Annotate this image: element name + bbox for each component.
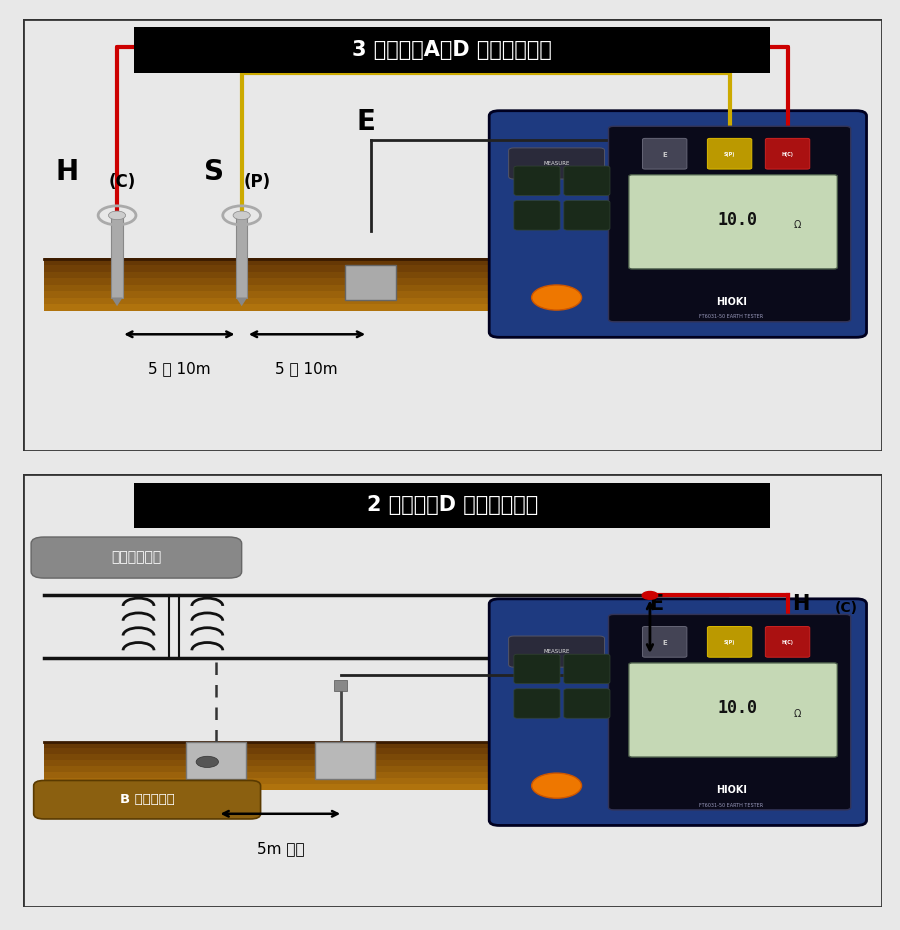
Polygon shape	[112, 298, 122, 306]
Bar	[185, 742, 246, 779]
FancyBboxPatch shape	[629, 663, 837, 757]
FancyBboxPatch shape	[765, 627, 810, 658]
FancyBboxPatch shape	[643, 139, 687, 169]
FancyBboxPatch shape	[707, 627, 751, 658]
FancyBboxPatch shape	[707, 139, 751, 169]
Text: S(P): S(P)	[724, 641, 735, 645]
FancyBboxPatch shape	[490, 111, 867, 338]
Bar	[44, 760, 581, 766]
Text: E: E	[662, 640, 667, 646]
Text: 5m 以上: 5m 以上	[256, 841, 304, 856]
Text: (C): (C)	[835, 602, 858, 616]
Bar	[134, 27, 770, 73]
FancyBboxPatch shape	[514, 201, 560, 230]
Text: H: H	[55, 158, 78, 186]
Bar	[44, 783, 581, 790]
Text: Ω: Ω	[794, 220, 801, 231]
Circle shape	[233, 211, 250, 219]
FancyBboxPatch shape	[765, 139, 810, 169]
FancyBboxPatch shape	[508, 148, 605, 179]
Bar	[44, 277, 555, 285]
Text: 柱上トランス: 柱上トランス	[112, 551, 162, 565]
Text: AC250 V Max: AC250 V Max	[676, 618, 787, 636]
FancyBboxPatch shape	[490, 599, 867, 826]
Text: S: S	[204, 158, 224, 186]
Text: Ω: Ω	[794, 709, 801, 719]
Bar	[112, 216, 122, 298]
Bar	[44, 264, 555, 272]
Text: E: E	[357, 109, 375, 137]
FancyBboxPatch shape	[608, 615, 850, 810]
Text: H: H	[792, 594, 809, 614]
Circle shape	[196, 756, 219, 767]
Text: H(C): H(C)	[781, 641, 794, 645]
Bar	[44, 297, 555, 304]
Text: HIOKI: HIOKI	[716, 297, 747, 307]
FancyBboxPatch shape	[514, 166, 560, 195]
FancyBboxPatch shape	[33, 780, 261, 819]
Bar	[44, 777, 581, 784]
Text: B 種接地工事: B 種接地工事	[120, 793, 175, 806]
Circle shape	[108, 211, 126, 219]
Polygon shape	[236, 298, 248, 306]
Text: 10.0: 10.0	[717, 211, 757, 229]
FancyBboxPatch shape	[32, 537, 242, 578]
Circle shape	[532, 773, 581, 798]
Bar	[44, 290, 555, 298]
FancyBboxPatch shape	[643, 627, 687, 658]
Text: H(C): H(C)	[781, 153, 794, 157]
Text: HIOKI: HIOKI	[716, 785, 747, 795]
Text: (P): (P)	[243, 173, 271, 191]
Bar	[345, 265, 396, 299]
FancyBboxPatch shape	[564, 654, 610, 684]
Bar	[44, 284, 555, 291]
Text: MEASURE: MEASURE	[544, 161, 570, 166]
FancyBboxPatch shape	[608, 126, 850, 322]
Bar	[315, 742, 375, 779]
Circle shape	[532, 285, 581, 310]
Text: E: E	[662, 152, 667, 158]
Text: 5 ～ 10m: 5 ～ 10m	[274, 362, 338, 377]
FancyBboxPatch shape	[514, 689, 560, 718]
Text: 3 電極法（A～D 種測定対応）: 3 電極法（A～D 種測定対応）	[352, 40, 553, 60]
Text: 10.0: 10.0	[717, 699, 757, 717]
Bar	[44, 741, 581, 749]
Text: FT6031-50 EARTH TESTER: FT6031-50 EARTH TESTER	[699, 803, 763, 807]
Bar	[44, 303, 555, 311]
FancyBboxPatch shape	[564, 689, 610, 718]
Bar	[44, 753, 581, 760]
Text: FT6031-50 EARTH TESTER: FT6031-50 EARTH TESTER	[699, 314, 763, 320]
Text: (C): (C)	[109, 173, 136, 191]
FancyBboxPatch shape	[564, 201, 610, 230]
Text: 5 ～ 10m: 5 ～ 10m	[148, 362, 211, 377]
Bar	[44, 271, 555, 278]
Bar	[334, 680, 347, 690]
Bar	[44, 748, 581, 754]
Bar	[44, 771, 581, 778]
FancyBboxPatch shape	[514, 654, 560, 684]
FancyBboxPatch shape	[629, 175, 837, 269]
Text: MEASURE: MEASURE	[544, 649, 570, 654]
Text: 2 電極法（D 種測定対応）: 2 電極法（D 種測定対応）	[366, 496, 538, 515]
Bar	[44, 765, 581, 772]
Bar	[236, 216, 248, 298]
Bar	[134, 483, 770, 528]
Text: E: E	[649, 594, 663, 614]
Text: S(P): S(P)	[724, 153, 735, 157]
FancyBboxPatch shape	[564, 166, 610, 195]
Bar	[44, 258, 555, 265]
Circle shape	[643, 591, 658, 599]
FancyBboxPatch shape	[508, 636, 605, 667]
